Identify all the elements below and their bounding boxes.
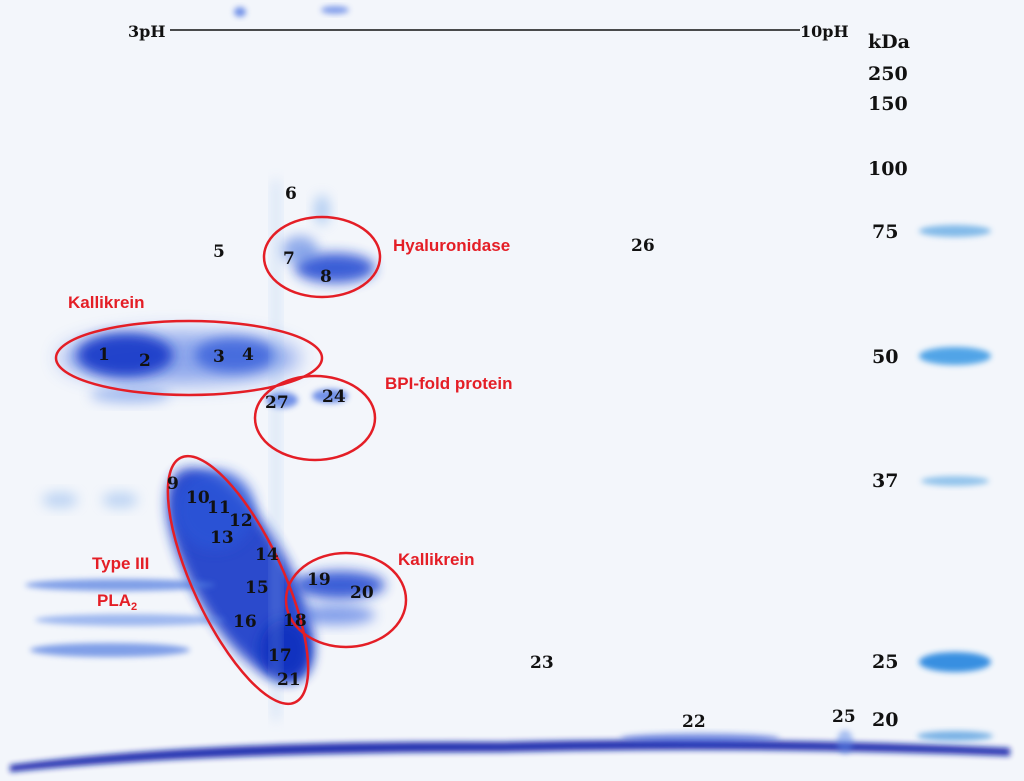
kallikrein-bottom-circle	[284, 551, 408, 649]
spot-numbers: 1 2 3 4 5 6 7 8 9 10 11 12 13 14 15 16 1…	[98, 184, 856, 732]
spot-number: 12	[229, 511, 253, 531]
spot-number: 24	[322, 387, 346, 407]
spot-number: 3	[213, 347, 225, 367]
spot-number: 23	[530, 653, 554, 673]
spot-number: 26	[631, 236, 655, 256]
spot-number: 2	[139, 351, 151, 371]
hyaluronidase-label: Hyaluronidase	[393, 236, 510, 255]
mw-label-25: 25	[872, 651, 898, 673]
spot-number: 1	[98, 345, 110, 365]
spot-number: 5	[213, 242, 225, 262]
pla2-circle	[166, 454, 310, 706]
mw-label-20: 20	[872, 709, 898, 731]
spot-number: 27	[265, 393, 289, 413]
kallikrein-top-circle	[54, 319, 324, 397]
spot-number: 21	[277, 670, 301, 690]
spot-number: 4	[242, 345, 254, 365]
mw-unit-label: kDa	[868, 31, 910, 53]
mw-label-37: 37	[872, 470, 898, 492]
spot-number: 11	[207, 498, 231, 518]
annotation-labels: Hyaluronidase Kallikrein BPI-fold protei…	[68, 236, 512, 613]
ph-right-label: 10pH	[800, 22, 849, 41]
mw-labels: kDa 250 150 100 75 50 37 25 20	[868, 31, 910, 731]
spot-number: 17	[268, 646, 292, 666]
mw-label-150: 150	[868, 93, 908, 115]
pla2-label-line1: Type III	[92, 554, 149, 573]
spot-number: 7	[283, 249, 295, 269]
spot-number: 9	[167, 474, 179, 494]
hyaluronidase-circle	[262, 215, 382, 299]
spot-number: 16	[233, 612, 257, 632]
bpi-label: BPI-fold protein	[385, 374, 512, 393]
pla2-label-line2: PLA2	[97, 591, 137, 613]
mw-label-50: 50	[872, 346, 898, 368]
protein-stain	[10, 6, 1010, 772]
spot-number: 25	[832, 707, 856, 727]
spot-number: 22	[682, 712, 706, 732]
mw-label-250: 250	[868, 63, 908, 85]
spot-number: 18	[283, 611, 307, 631]
spot-number: 6	[285, 184, 297, 204]
kallikrein-top-label: Kallikrein	[68, 293, 145, 312]
spot-number: 13	[210, 528, 234, 548]
mw-label-75: 75	[872, 221, 898, 243]
annotation-circles	[54, 215, 408, 706]
spot-number: 8	[320, 267, 332, 287]
ph-left-label: 3pH	[128, 22, 165, 41]
ph-axis: 3pH 10pH	[128, 22, 849, 41]
bpi-circle	[253, 374, 377, 462]
spot-number: 20	[350, 583, 374, 603]
kallikrein-bottom-label: Kallikrein	[398, 550, 475, 569]
spot-number: 14	[255, 545, 279, 565]
mw-ladder	[917, 225, 993, 741]
spot-number: 10	[186, 488, 210, 508]
spot-number: 15	[245, 578, 269, 598]
mw-label-100: 100	[868, 158, 908, 180]
spot-number: 19	[307, 570, 331, 590]
